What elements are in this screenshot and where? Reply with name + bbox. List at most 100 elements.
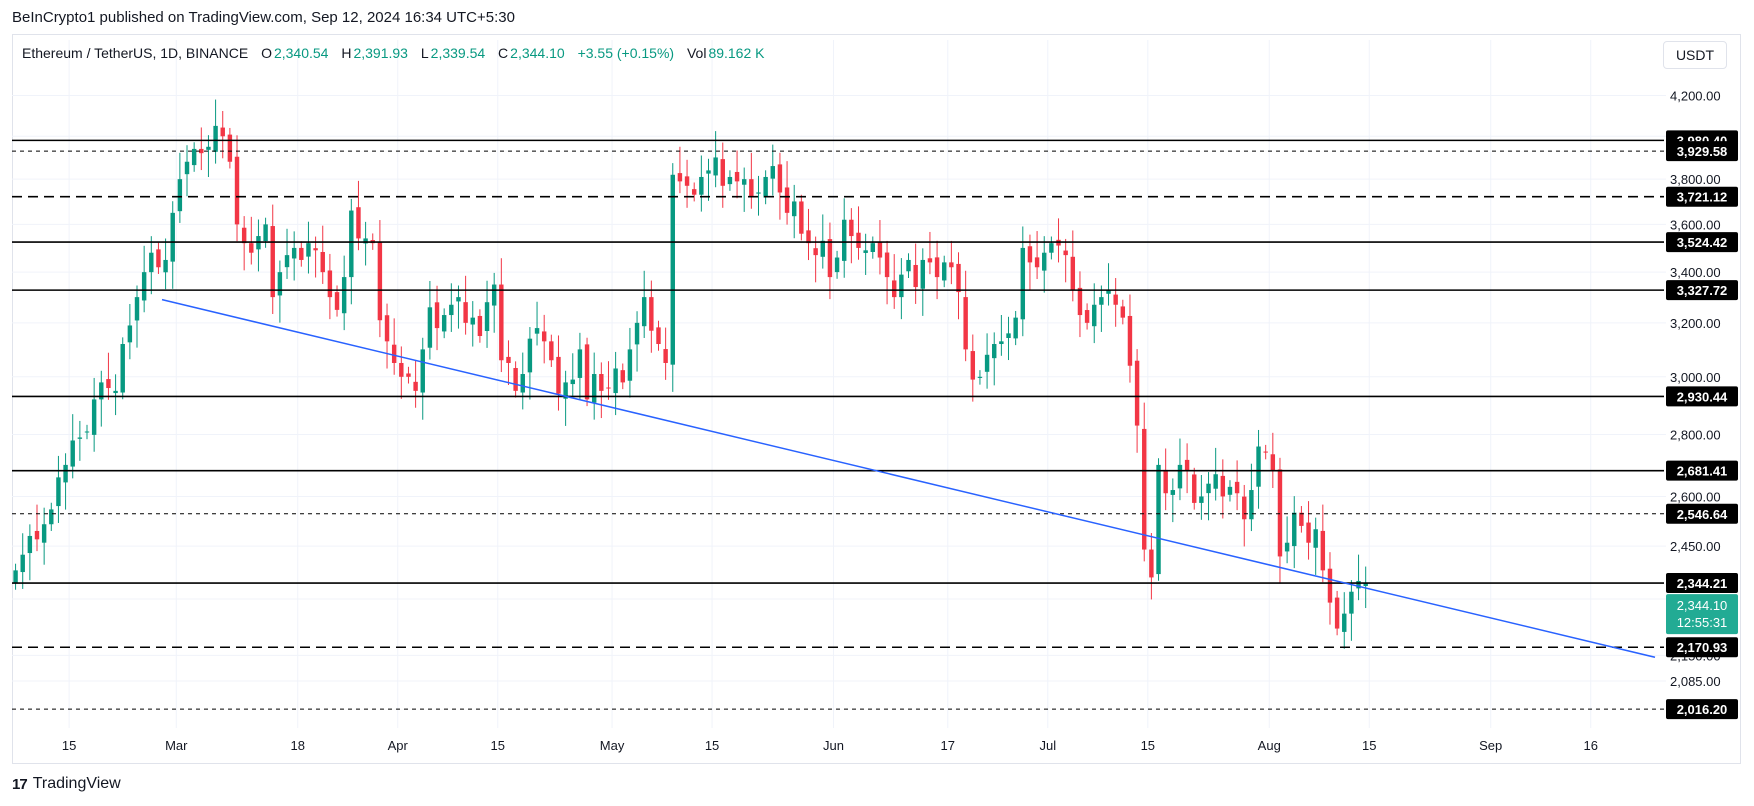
candle-body	[527, 338, 533, 373]
candle-body	[613, 368, 618, 394]
level-label: 2,344.21	[1677, 576, 1728, 591]
x-tick-label: 15	[62, 738, 76, 753]
level-label: 2,930.44	[1677, 389, 1728, 404]
candle-body	[834, 257, 840, 273]
candle-body	[749, 179, 754, 197]
candle-body	[191, 148, 197, 166]
candle-body	[299, 247, 304, 260]
legend-high: 2,391.93	[353, 45, 408, 61]
candle-body	[227, 134, 233, 162]
candle-body	[384, 315, 390, 342]
candle-body	[1184, 459, 1190, 472]
y-tick-label: 2,450.00	[1670, 539, 1721, 554]
candle-body	[977, 376, 983, 378]
candle-body	[627, 349, 633, 381]
candle-body	[1220, 475, 1226, 497]
candle-body	[1013, 317, 1018, 339]
candle-body	[670, 174, 675, 365]
candle-body	[884, 252, 890, 278]
candle-body	[1070, 256, 1076, 290]
legend-change: +3.55 (+0.15%)	[577, 45, 675, 61]
y-tick-label: 3,600.00	[1670, 217, 1721, 232]
candle-body	[799, 201, 804, 234]
legend-symbol[interactable]: Ethereum / TetherUS, 1D, BINANCE	[22, 45, 249, 61]
y-tick-label: 3,800.00	[1670, 172, 1721, 187]
candle-body	[356, 207, 361, 239]
candle-body	[942, 262, 947, 281]
x-tick-label: May	[600, 738, 625, 753]
candle-body	[534, 328, 540, 334]
candle-body	[106, 379, 111, 389]
current-price-bg	[1666, 594, 1738, 635]
candle-body	[920, 259, 926, 289]
level-label-bg	[1666, 573, 1738, 594]
candle-body	[1284, 542, 1290, 552]
candle-body	[49, 509, 54, 525]
candle-body	[827, 239, 833, 278]
candle-body	[284, 255, 290, 268]
candle-body	[1163, 469, 1168, 494]
candle-body	[584, 344, 590, 400]
candle-body	[63, 464, 68, 483]
candle-body	[1356, 580, 1361, 589]
candle-body	[849, 219, 854, 237]
level-label-bg	[1666, 460, 1738, 481]
candle-body	[734, 171, 740, 182]
candle-body	[842, 219, 847, 261]
level-label: 2,016.20	[1677, 702, 1728, 717]
currency-button[interactable]: USDT	[1663, 41, 1727, 69]
level-label-bg	[1666, 186, 1738, 207]
trendline-layer	[161, 298, 1656, 659]
candle-body	[727, 176, 733, 185]
candle-body	[1077, 287, 1083, 316]
candle-body	[992, 344, 997, 359]
level-label-bg	[1666, 280, 1738, 301]
candle-body	[20, 554, 25, 573]
level-label: 2,546.64	[1677, 507, 1728, 522]
candle-body	[91, 399, 97, 435]
legend-volume: 89.162 K	[708, 45, 765, 61]
candle-body	[1020, 247, 1026, 320]
candle-body	[1277, 469, 1283, 557]
tradingview-footer[interactable]: 17 TradingView	[12, 775, 121, 793]
candle-body	[249, 243, 254, 253]
candle-body	[863, 250, 868, 253]
candle-body	[149, 252, 154, 273]
candle-body	[1227, 486, 1233, 495]
legend-low-label: L	[420, 45, 429, 61]
candle-body	[599, 374, 604, 391]
candle-body	[406, 373, 411, 377]
candle-body	[1034, 257, 1040, 268]
candle-body	[1006, 333, 1011, 339]
level-label-bg	[1666, 503, 1738, 524]
candle-body	[470, 317, 475, 325]
candle-body	[306, 243, 311, 257]
y-tick-label: 3,000.00	[1670, 370, 1721, 385]
y-tick-label: 2,600.00	[1670, 489, 1721, 504]
candle-body	[806, 230, 811, 244]
candle-body	[770, 166, 775, 179]
candle-body	[677, 173, 683, 182]
candle-body	[549, 341, 554, 361]
candle-body	[1213, 474, 1218, 489]
candle-body	[163, 259, 168, 273]
candlestick-series	[13, 99, 1368, 649]
candle-body	[899, 274, 904, 298]
candle-body	[420, 349, 425, 393]
candle-body	[1156, 464, 1161, 575]
x-tick-label: Jun	[823, 738, 844, 753]
level-label-bg	[1666, 637, 1738, 658]
candle-body	[1306, 522, 1311, 543]
candle-body	[1263, 451, 1268, 453]
candle-body	[720, 159, 725, 186]
candle-body	[1192, 474, 1197, 503]
candle-body	[970, 351, 976, 380]
candle-body	[1092, 304, 1097, 327]
candle-body	[1334, 597, 1340, 629]
candle-body	[499, 284, 504, 361]
x-tick-label: 15	[491, 738, 505, 753]
candle-body	[784, 187, 790, 213]
candle-body	[741, 179, 747, 185]
candle-body	[963, 297, 968, 350]
